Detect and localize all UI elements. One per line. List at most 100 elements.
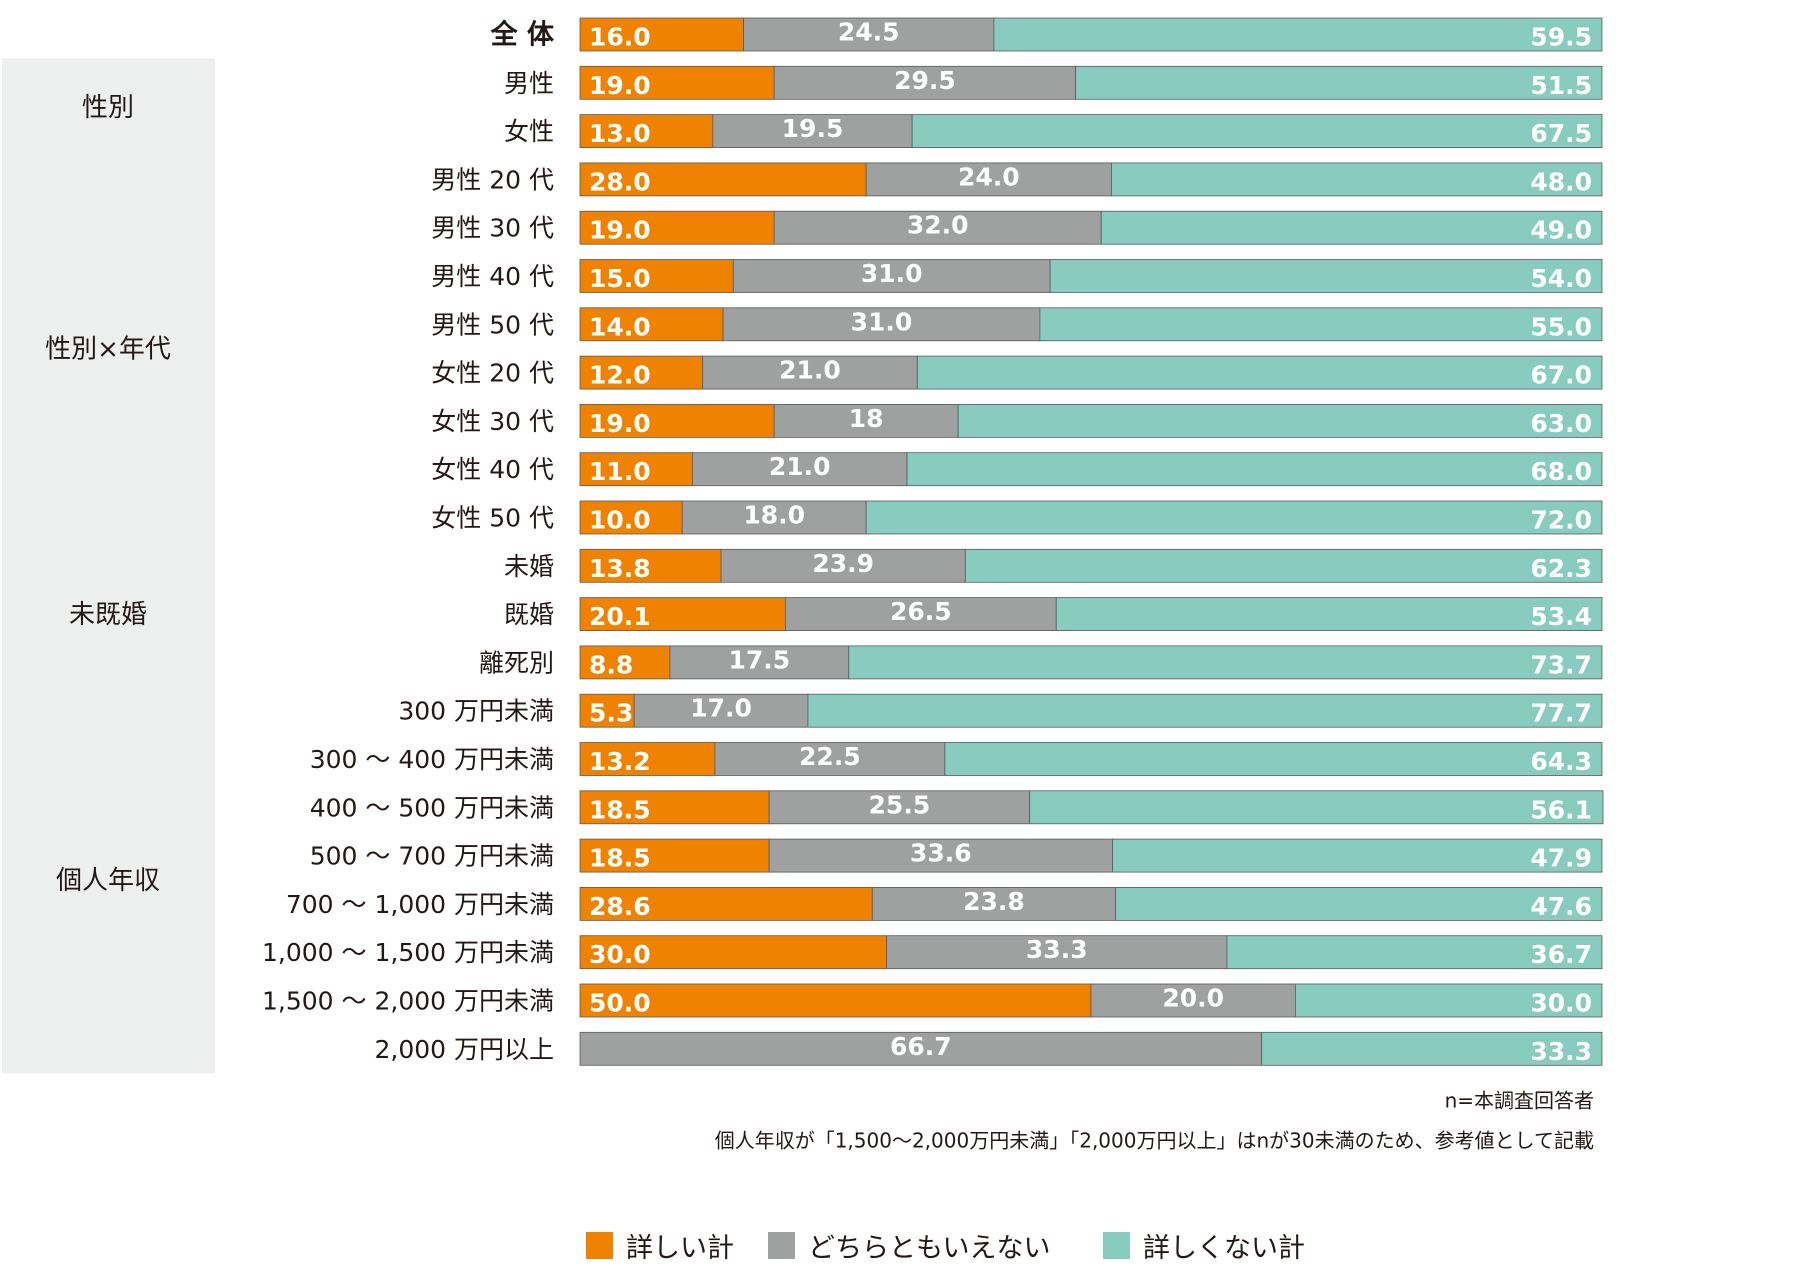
bar-segment-s2-r16 [1029, 790, 1604, 825]
bar-segment-s2-r7 [916, 355, 1603, 390]
data-label-s0-r3: 28.0 [589, 167, 651, 196]
bars: 16.0 24.5 59.5 19.0 29.5 51.5 13.0 19.5 67.5 28.0… [579, 17, 1604, 1066]
legend-swatch [768, 1232, 795, 1259]
row-label: 男性 20 代 [431, 165, 554, 194]
data-label-s1-r18: 23.8 [963, 887, 1025, 916]
row-label: 1,500 ～ 2,000 万円未満 [262, 987, 554, 1016]
row-label: 離死別 [479, 648, 554, 677]
bar-segment-s2-r2 [911, 114, 1603, 148]
legend-item-2: 詳しくない計 [1103, 1232, 1305, 1264]
data-label-s1-r0: 24.5 [838, 18, 900, 47]
row-label: 男性 30 代 [431, 214, 554, 243]
group-box-1: 性別×年代 [2, 154, 215, 542]
data-label-s2-r21: 33.3 [1530, 1037, 1592, 1066]
bar-segment-s2-r1 [1075, 65, 1603, 100]
row-label: 男性 40 代 [431, 262, 554, 291]
bar-segment-s0-r16 [579, 790, 770, 825]
data-label-s2-r9: 68.0 [1530, 457, 1592, 486]
data-label-s2-r20: 30.0 [1530, 989, 1592, 1018]
data-label-s1-r14: 17.0 [690, 694, 752, 723]
data-label-s2-r17: 47.9 [1530, 844, 1592, 873]
legend: 詳しい計 どちらともいえない 詳しくない計 [586, 1232, 1305, 1264]
data-label-s0-r15: 13.2 [589, 747, 651, 776]
bar-segment-s2-r18 [1115, 887, 1603, 921]
bar-segment-s2-r6 [1039, 307, 1603, 342]
data-label-s1-r5: 31.0 [861, 259, 923, 288]
legend-label: どちらともいえない [808, 1233, 1050, 1264]
group-box-bg [2, 58, 215, 156]
bar-segment-s0-r18 [579, 887, 873, 921]
bar-segment-s2-r21 [1261, 1031, 1603, 1066]
data-label-s2-r8: 63.0 [1530, 409, 1592, 438]
data-label-s0-r9: 11.0 [589, 457, 651, 486]
legend-swatch [586, 1232, 613, 1259]
data-label-s2-r6: 55.0 [1530, 312, 1592, 341]
data-label-s1-r16: 25.5 [869, 790, 931, 819]
data-label-s1-r4: 32.0 [907, 211, 969, 240]
bar-segment-s0-r20 [579, 983, 1092, 1018]
data-label-s1-r13: 17.5 [729, 645, 791, 674]
bar-segment-s0-r17 [579, 838, 770, 873]
data-label-s2-r0: 59.5 [1530, 23, 1592, 52]
data-label-s0-r10: 10.0 [589, 506, 651, 535]
group-box-3: 個人年収 [2, 686, 215, 1074]
data-label-s2-r1: 51.5 [1530, 71, 1592, 100]
bar-segment-s1-r12 [785, 597, 1057, 631]
group-label: 性別×年代 [45, 334, 171, 364]
data-label-s1-r11: 23.9 [812, 549, 874, 578]
data-label-s1-r17: 33.6 [910, 839, 972, 868]
bar-segment-s1-r15 [714, 742, 946, 776]
bar-segment-s0-r1 [579, 65, 775, 100]
data-label-s2-r4: 49.0 [1530, 216, 1592, 245]
data-label-s0-r12: 20.1 [589, 602, 651, 631]
bar-segment-s0-r2 [579, 114, 714, 148]
data-label-s1-r15: 22.5 [799, 742, 861, 771]
bar-segment-s2-r11 [964, 548, 1603, 583]
group-box-0: 性別 [2, 58, 215, 156]
legend-label: 詳しい計 [626, 1233, 734, 1264]
bar-segment-s0-r0 [579, 17, 744, 52]
bar-segment-s2-r3 [1111, 162, 1603, 197]
legend-label: 詳しくない計 [1143, 1233, 1305, 1264]
data-label-s2-r11: 62.3 [1530, 554, 1592, 583]
bar-segment-s1-r11 [720, 548, 966, 583]
data-label-s1-r7: 21.0 [779, 356, 841, 385]
data-label-s0-r7: 12.0 [589, 361, 651, 390]
data-label-s1-r6: 31.0 [851, 307, 913, 336]
bar-segment-s0-r7 [579, 355, 704, 390]
bar-segment-s1-r18 [871, 887, 1116, 921]
bar-segment-s0-r5 [579, 259, 734, 293]
row-label: 男性 50 代 [431, 310, 554, 339]
data-label-s1-r8: 18 [849, 404, 884, 433]
row-label: 未婚 [504, 552, 554, 581]
row-label: 1,000 ～ 1,500 万円未満 [262, 938, 554, 967]
row-label: 女性 [504, 117, 554, 146]
data-label-s2-r5: 54.0 [1530, 264, 1592, 293]
bar-segment-s1-r9 [692, 452, 908, 487]
data-label-s1-r2: 19.5 [782, 114, 844, 143]
legend-item-1: どちらともいえない [768, 1232, 1050, 1264]
bar-segment-s0-r6 [579, 307, 724, 342]
bar-segment-s1-r2 [712, 114, 913, 148]
row-label: 300 万円未満 [398, 697, 554, 726]
group-box-bg [2, 541, 215, 687]
data-label-s0-r11: 13.8 [589, 554, 651, 583]
data-label-s0-r14: 5.3 [589, 699, 633, 728]
data-label-s0-r17: 18.5 [589, 844, 651, 873]
bar-segment-s2-r14 [807, 693, 1603, 728]
data-label-s0-r18: 28.6 [589, 892, 651, 921]
data-label-s0-r20: 50.0 [589, 989, 651, 1018]
bar-segment-s1-r4 [773, 210, 1102, 245]
group-label: 個人年収 [56, 866, 160, 896]
row-label: 男性 [504, 69, 554, 98]
data-label-s1-r19: 33.3 [1026, 935, 1088, 964]
data-label-s2-r19: 36.7 [1530, 940, 1592, 969]
data-label-s2-r3: 48.0 [1530, 167, 1592, 196]
row-label: 全 体 [490, 19, 555, 51]
data-label-s0-r4: 19.0 [589, 216, 651, 245]
bar-segment-s1-r1 [773, 65, 1077, 100]
data-label-s2-r10: 72.0 [1530, 506, 1592, 535]
bar-segment-s0-r10 [579, 500, 683, 535]
bar-segment-s2-r12 [1055, 597, 1603, 631]
